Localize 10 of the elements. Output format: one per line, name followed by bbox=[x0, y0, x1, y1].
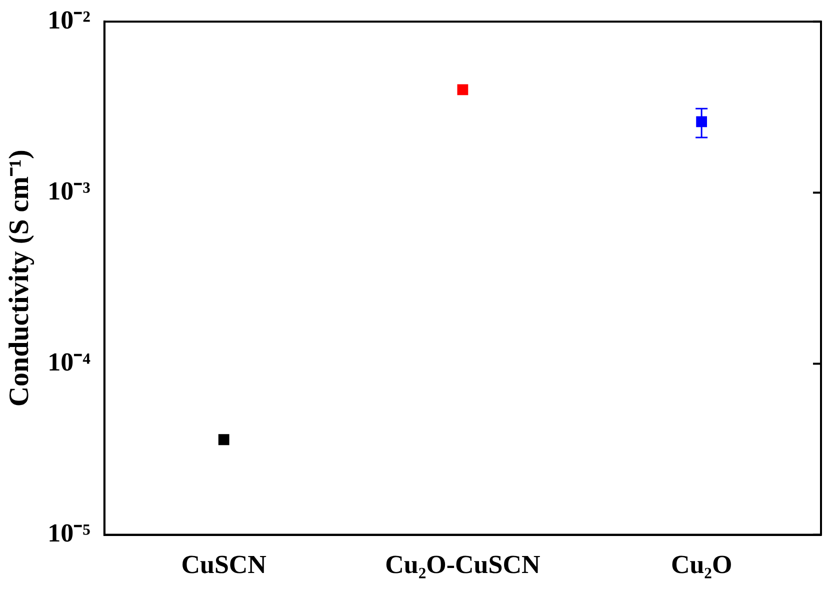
y-tick-label: 10⁻⁴ bbox=[48, 347, 91, 376]
x-tick-label: Cu₂O-CuSCN bbox=[385, 550, 540, 580]
x-tick-label: Cu₂O bbox=[670, 550, 732, 580]
y-tick-label: 10⁻³ bbox=[48, 176, 91, 206]
y-tick-label: 10⁻² bbox=[48, 5, 91, 34]
point bbox=[457, 84, 468, 96]
y-tick-label: 10⁻⁵ bbox=[48, 518, 91, 548]
x-tick-label: CuSCN bbox=[181, 550, 267, 580]
y-axis-title: Conductivity (S cm⁻¹) bbox=[4, 150, 36, 407]
point bbox=[218, 434, 230, 446]
